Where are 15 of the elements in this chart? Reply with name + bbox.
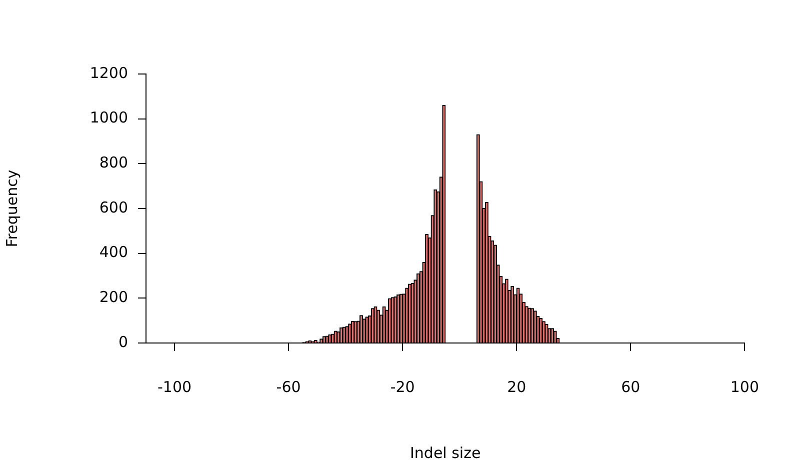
y-tick-label: 600 (99, 198, 128, 216)
y-tick-label: 200 (99, 288, 128, 306)
x-axis-title: Indel size (410, 444, 481, 462)
x-tick-label: 100 (730, 378, 760, 396)
y-tick-label: 800 (99, 154, 128, 172)
x-tick-label: -20 (390, 378, 415, 396)
x-tick-label: 20 (507, 378, 526, 396)
x-tick-label: -100 (157, 378, 192, 396)
x-tick-label: -60 (276, 378, 301, 396)
y-axis-title: Frequency (2, 170, 21, 248)
y-tick-label: 1200 (90, 64, 128, 82)
y-tick-label: 1000 (90, 108, 128, 127)
y-tick-label: 0 (118, 332, 128, 351)
x-tick-label: 60 (621, 378, 640, 396)
y-tick-label: 400 (99, 243, 128, 262)
